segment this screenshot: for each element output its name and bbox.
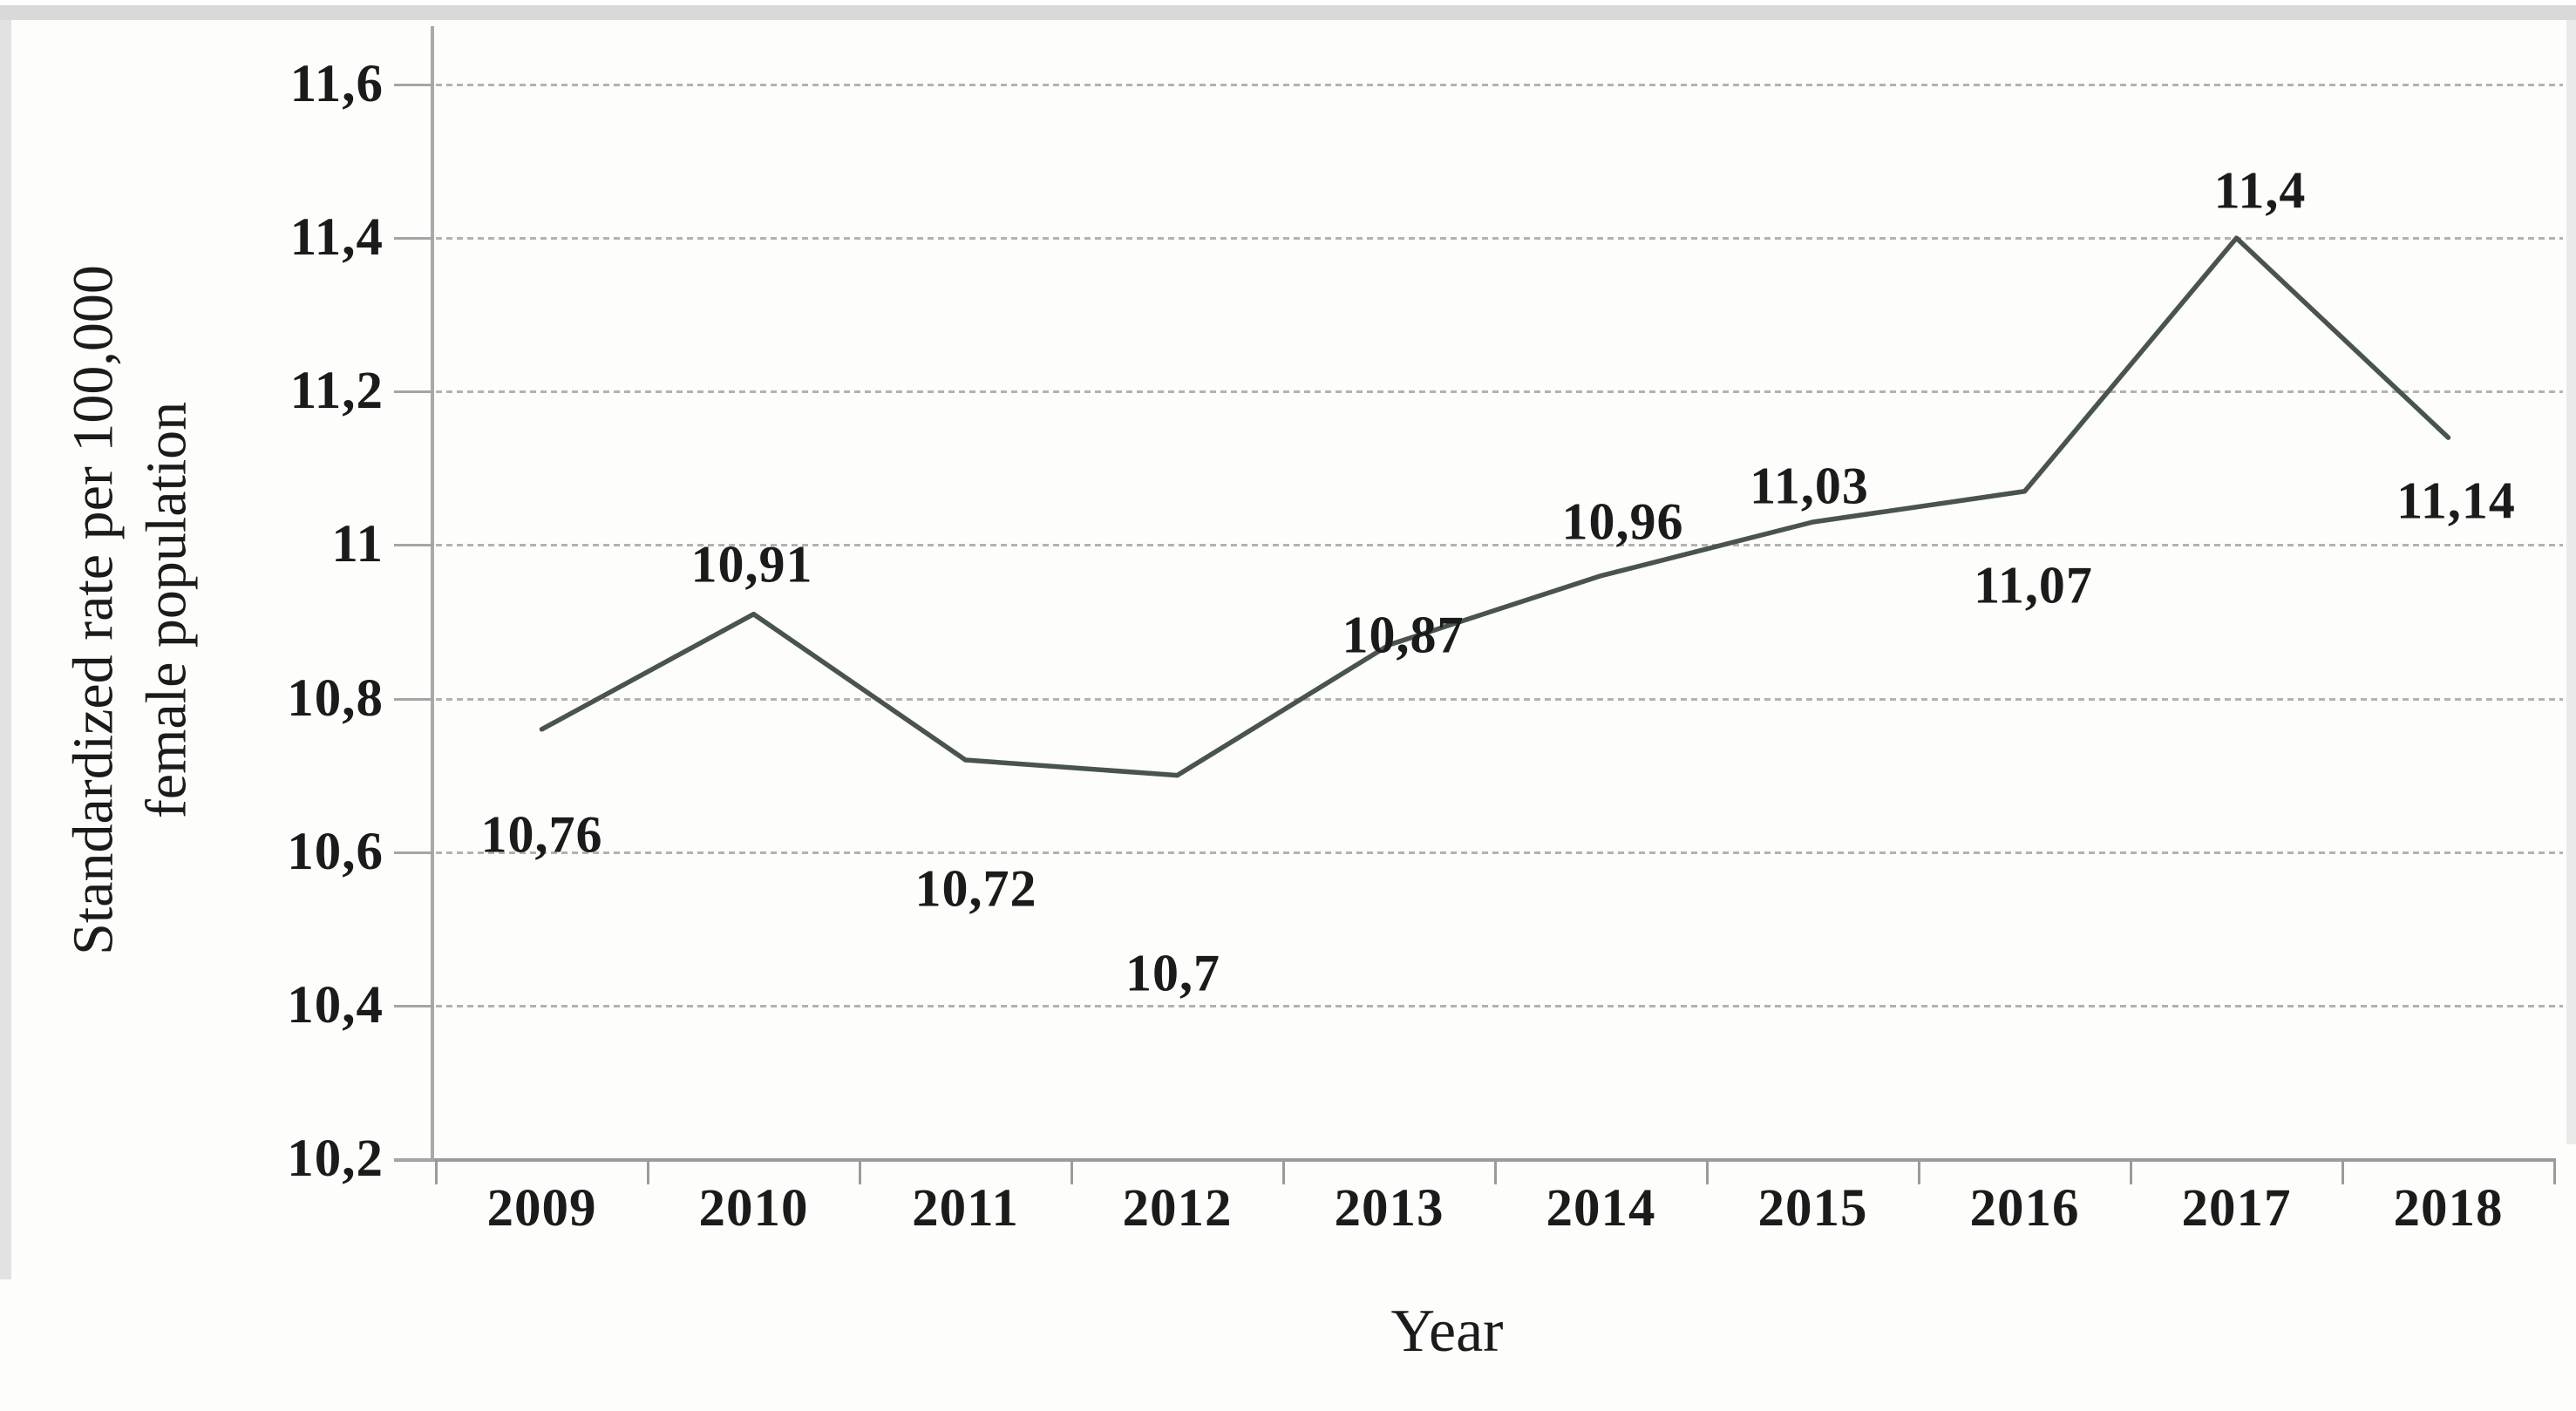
- gridline-11,6: [394, 84, 2563, 86]
- x-tick-label-2017: 2017: [2181, 1179, 2292, 1238]
- y-tick-mark: [394, 1158, 434, 1161]
- y-tick-label-10,2: 10,2: [287, 1129, 384, 1188]
- x-tick-mark: [1282, 1162, 1285, 1184]
- y-tick-mark: [394, 237, 434, 241]
- y-tick-label-10,6: 10,6: [287, 822, 384, 881]
- x-tick-label-2009: 2009: [486, 1179, 597, 1238]
- y-tick-mark: [394, 697, 434, 701]
- x-tick-label-2011: 2011: [912, 1179, 1019, 1238]
- data-label-2012: 10,7: [1125, 944, 1220, 1002]
- y-tick-mark: [394, 851, 434, 854]
- data-label-2015: 11,03: [1750, 457, 1869, 515]
- data-label-2011: 10,72: [914, 859, 1037, 918]
- y-tick-mark: [394, 390, 434, 394]
- gridline-10,4: [394, 1004, 2563, 1007]
- gridline-10,6: [394, 851, 2563, 854]
- x-tick-mark: [1494, 1162, 1497, 1184]
- data-label-2010: 10,91: [690, 535, 813, 594]
- x-axis-title: Year: [1390, 1298, 1504, 1365]
- x-tick-mark: [2342, 1162, 2344, 1184]
- scan-edge-right: [2566, 20, 2576, 1144]
- x-tick-mark: [1071, 1162, 1073, 1184]
- x-tick-mark: [859, 1162, 861, 1184]
- y-tick-mark: [394, 544, 434, 547]
- gridline-11,4: [394, 237, 2563, 241]
- x-tick-mark: [2553, 1162, 2556, 1184]
- data-line: [539, 235, 2451, 778]
- data-label-2009: 10,76: [480, 805, 603, 864]
- y-tick-label-11,6: 11,6: [289, 55, 384, 113]
- y-tick-label-11,2: 11,2: [289, 362, 384, 421]
- x-tick-mark: [435, 1162, 438, 1184]
- data-label-2016: 11,07: [1974, 556, 2093, 614]
- y-tick-mark: [394, 1004, 434, 1007]
- x-tick-label-2018: 2018: [2393, 1179, 2504, 1238]
- gridline-10,8: [394, 697, 2563, 701]
- scan-edge-left: [0, 20, 11, 1279]
- data-label-2013: 10,87: [1342, 606, 1465, 664]
- x-tick-label-2010: 2010: [698, 1179, 809, 1238]
- x-axis-line: [394, 1158, 2556, 1162]
- y-tick-label-11,4: 11,4: [289, 208, 384, 268]
- y-tick-mark: [394, 84, 434, 86]
- x-tick-mark: [2130, 1162, 2132, 1184]
- x-tick-mark: [647, 1162, 649, 1184]
- x-tick-label-2016: 2016: [1969, 1179, 2080, 1238]
- x-tick-mark: [1918, 1162, 1920, 1184]
- y-axis-line: [431, 26, 434, 1161]
- x-tick-label-2015: 2015: [1757, 1179, 1868, 1238]
- scan-edge-top: [0, 5, 2576, 20]
- data-label-2017: 11,4: [2213, 161, 2307, 220]
- gridline-11,2: [394, 390, 2563, 394]
- y-tick-label-11: 11: [331, 515, 384, 574]
- y-tick-label-10,8: 10,8: [287, 668, 384, 728]
- x-tick-label-2012: 2012: [1122, 1179, 1233, 1238]
- data-label-2014: 10,96: [1561, 492, 1684, 551]
- x-tick-label-2013: 2013: [1334, 1179, 1444, 1238]
- x-tick-mark: [1706, 1162, 1709, 1184]
- x-tick-label-2014: 2014: [1546, 1179, 1656, 1238]
- gridline-11: [394, 544, 2563, 547]
- data-label-2018: 11,14: [2396, 471, 2516, 530]
- y-tick-label-10,4: 10,4: [287, 975, 384, 1035]
